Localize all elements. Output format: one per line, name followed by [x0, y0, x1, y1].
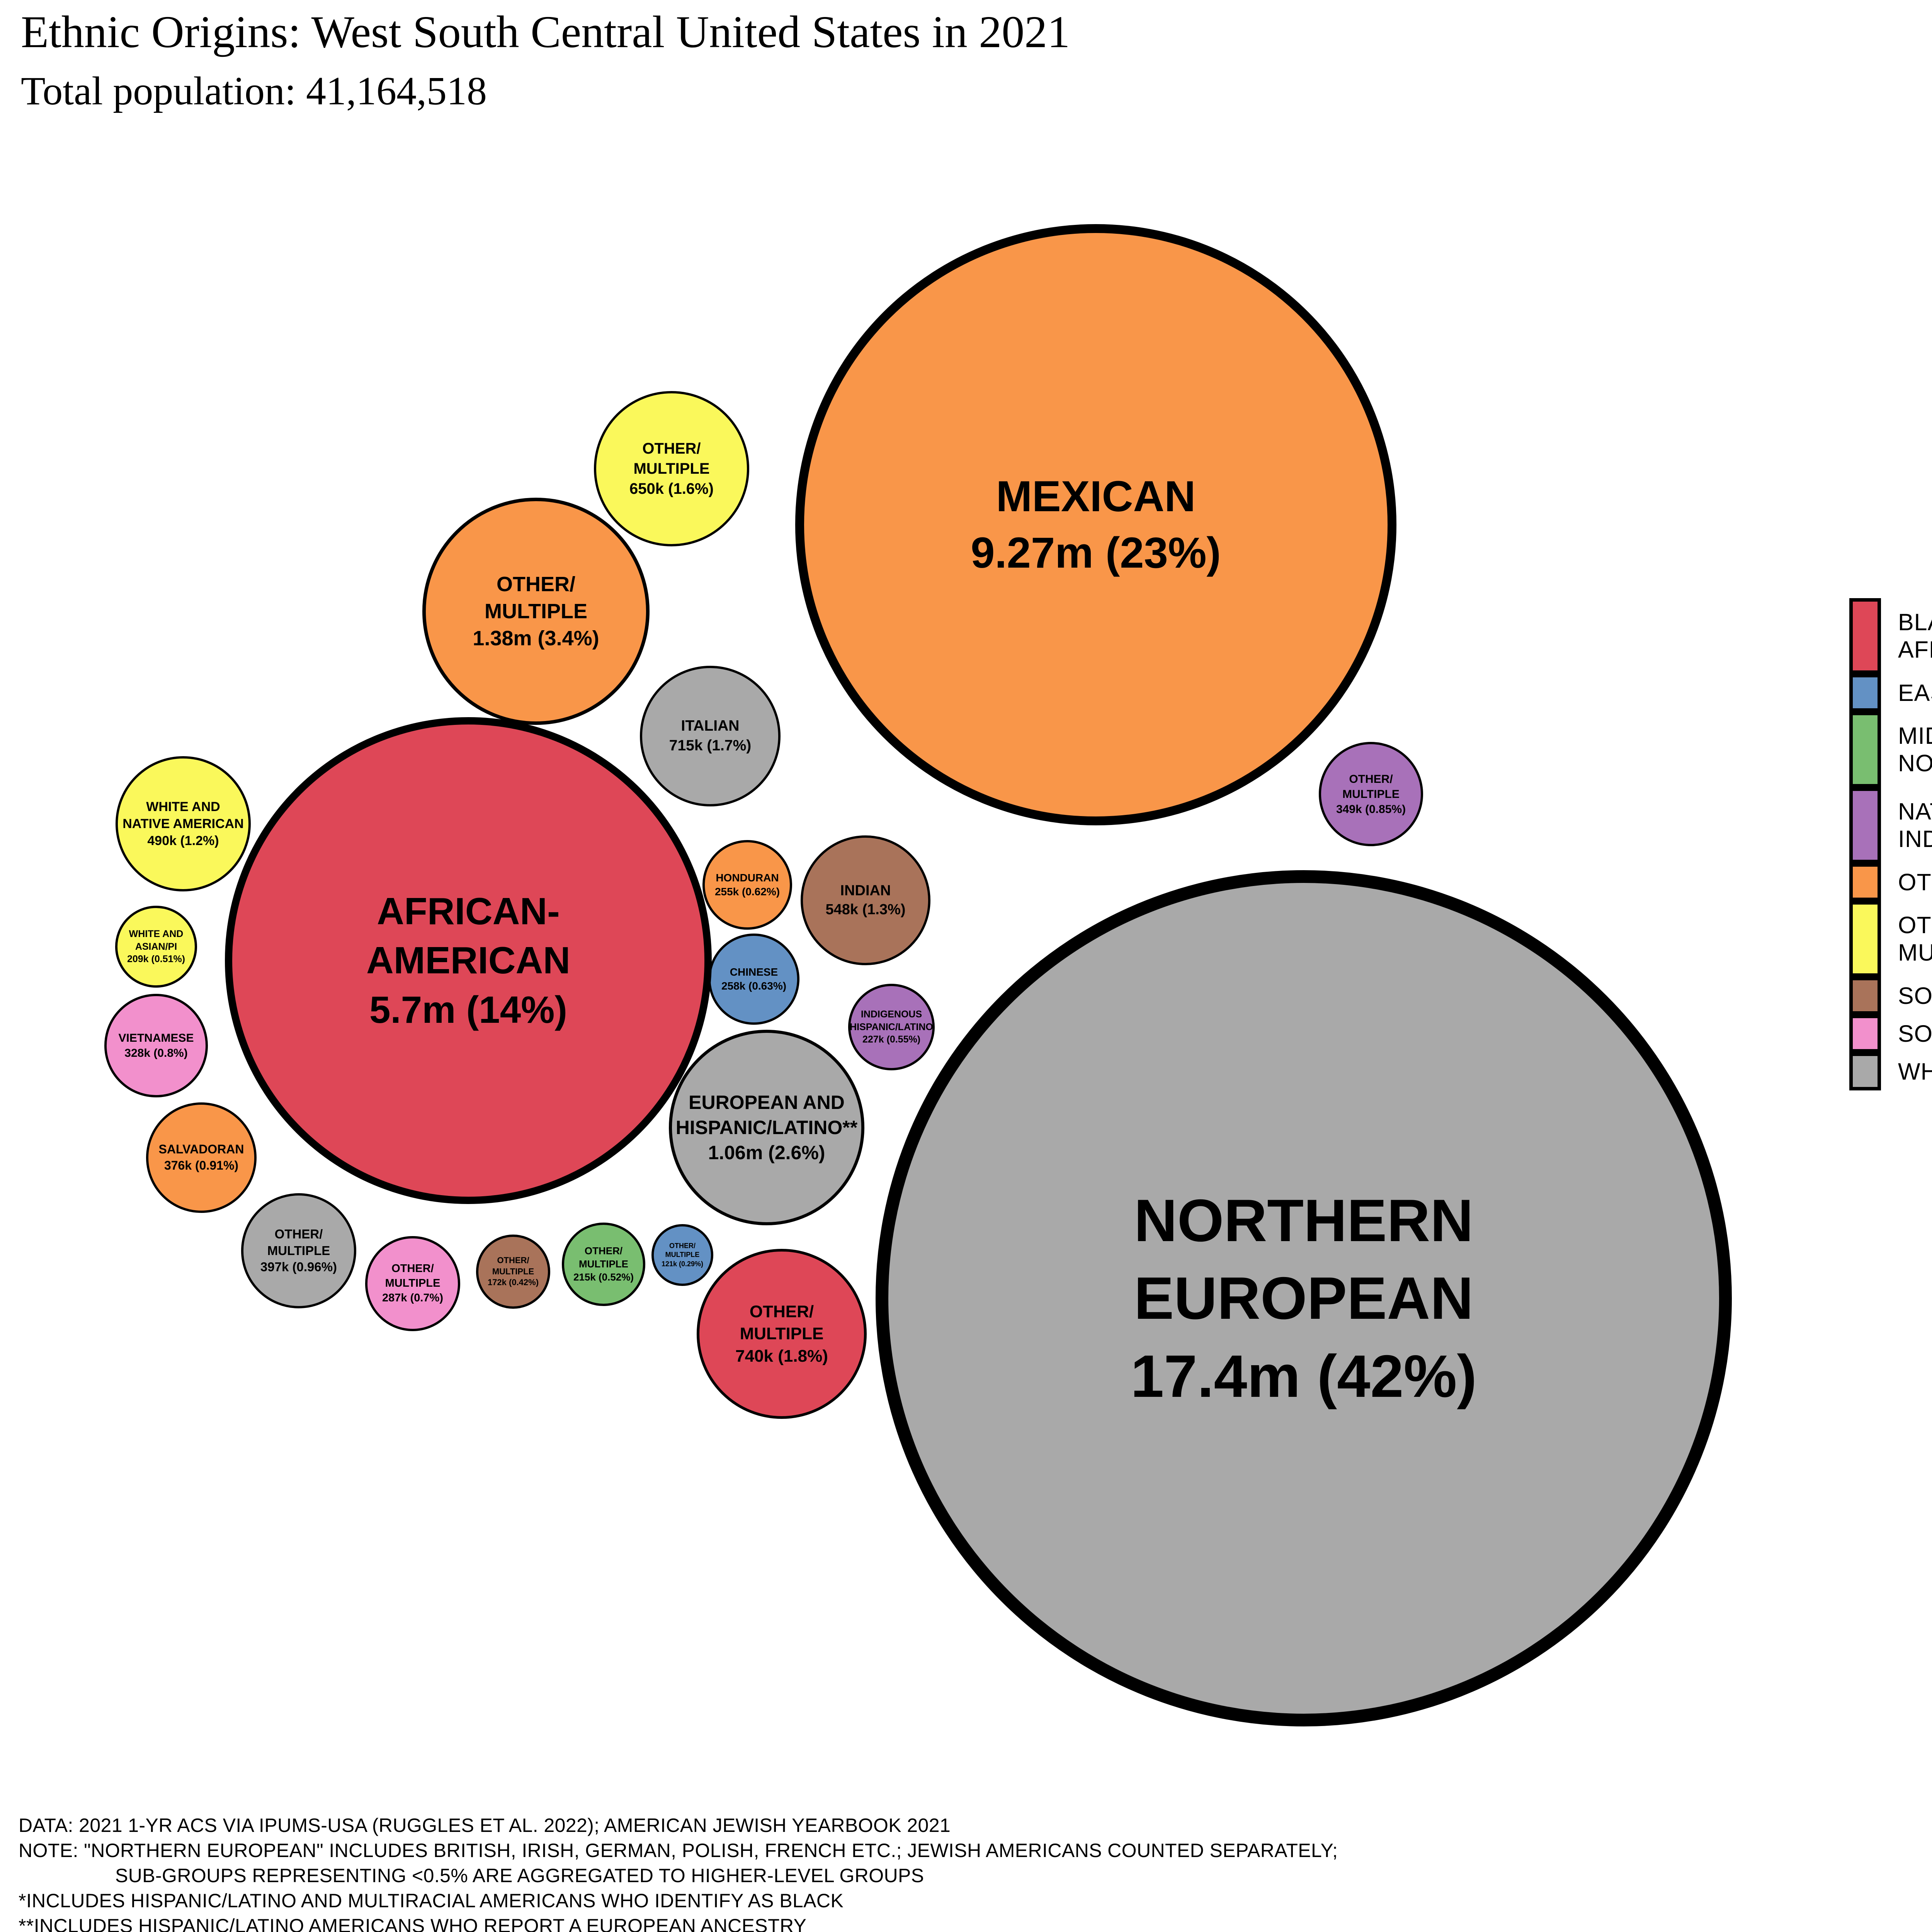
bubble-vietnamese[interactable]: VIETNAMESE 328k (0.8%) [104, 994, 208, 1097]
bubble-other-multiple[interactable]: OTHER/ MULTIPLE 349k (0.85%) [1319, 742, 1423, 846]
legend-row[interactable]: WHITE/EUROPEAN** [1849, 1053, 1932, 1090]
legend-label: SOUTHEAST ASIAN/PI [1898, 1020, 1932, 1047]
bubble-label: CHINESE 258k (0.63%) [721, 966, 787, 992]
legend-label: BLACK/ AFRO-DESCENDANT* [1898, 609, 1932, 663]
bubble-other-multiple[interactable]: OTHER/ MULTIPLE 1.38m (3.4%) [422, 498, 650, 725]
bubble-other-multiple[interactable]: OTHER/ MULTIPLE 215k (0.52%) [562, 1223, 645, 1306]
legend-label: OTHER HISPANIC/LATINO [1898, 869, 1932, 895]
legend-row[interactable]: SOUTH ASIAN [1849, 977, 1932, 1015]
footnote-line: DATA: 2021 1-YR ACS VIA IPUMS-USA (RUGGL… [19, 1815, 951, 1836]
bubble-other-multiple[interactable]: OTHER/ MULTIPLE 287k (0.7%) [365, 1236, 460, 1331]
footnote-line: **INCLUDES HISPANIC/LATINO AMERICANS WHO… [19, 1915, 807, 1932]
bubble-label: WHITE AND NATIVE AMERICAN 490k (1.2%) [122, 799, 244, 849]
bubble-honduran[interactable]: HONDURAN 255k (0.62%) [702, 840, 792, 930]
legend-color-swatch [1849, 863, 1881, 901]
bubble-chinese[interactable]: CHINESE 258k (0.63%) [708, 934, 799, 1025]
footnotes: DATA: 2021 1-YR ACS VIA IPUMS-USA (RUGGL… [19, 1813, 1719, 1932]
bubble-label: OTHER/ MULTIPLE 172k (0.42%) [487, 1255, 539, 1287]
legend-label: MIDDLE EAST/ NORTH AFRICA [1898, 723, 1932, 776]
legend-color-swatch [1849, 787, 1881, 863]
legend-color-swatch [1849, 674, 1881, 712]
legend-label: SOUTH ASIAN [1898, 982, 1932, 1009]
bubble-mexican[interactable]: MEXICAN 9.27m (23%) [795, 224, 1396, 825]
legend-label: NATIVE AMERICAN/ INDIGENOUS [1898, 798, 1932, 852]
legend-color-swatch [1849, 977, 1881, 1015]
bubble-label: OTHER/ MULTIPLE 349k (0.85%) [1336, 772, 1406, 816]
bubble-label: OTHER/ MULTIPLE 397k (0.96%) [260, 1226, 337, 1274]
bubble-other-multiple[interactable]: OTHER/ MULTIPLE 121k (0.29%) [651, 1224, 713, 1286]
bubble-indigenous-hispanic-latino[interactable]: INDIGENOUS HISPANIC/LATINO 227k (0.55%) [848, 984, 935, 1070]
legend: BLACK/ AFRO-DESCENDANT* EAST ASIAN MIDDLE … [1849, 598, 1932, 1090]
legend-row[interactable]: OTHER HISPANIC/LATINO [1849, 863, 1932, 901]
legend-color-swatch [1849, 1015, 1881, 1053]
legend-row[interactable]: MIDDLE EAST/ NORTH AFRICA [1849, 712, 1932, 787]
footnote-line: NOTE: "NORTHERN EUROPEAN" INCLUDES BRITI… [19, 1840, 1338, 1861]
bubble-label: INDIAN 548k (1.3%) [825, 882, 906, 918]
bubble-other-multiple[interactable]: OTHER/ MULTIPLE 650k (1.6%) [594, 391, 749, 546]
bubble-salvadoran[interactable]: SALVADORAN 376k (0.91%) [146, 1102, 257, 1213]
legend-row[interactable]: OTHER/ MULTIPLE [1849, 901, 1932, 977]
bubble-label: SALVADORAN 376k (0.91%) [158, 1142, 244, 1172]
bubble-label: OTHER/ MULTIPLE 287k (0.7%) [382, 1262, 443, 1304]
title-block: Ethnic Origins: West South Central Unite… [21, 9, 1070, 111]
bubble-northern-european[interactable]: NORTHERN EUROPEAN 17.4m (42%) [876, 870, 1732, 1726]
legend-row[interactable]: SOUTHEAST ASIAN/PI [1849, 1015, 1932, 1053]
bubble-white-and-asian-pi[interactable]: WHITE AND ASIAN/PI 209k (0.51%) [115, 906, 197, 988]
footnote-line: SUB-GROUPS REPRESENTING <0.5% ARE AGGREG… [115, 1865, 924, 1886]
bubble-label: ITALIAN 715k (1.7%) [669, 718, 752, 754]
bubble-plot-area: NORTHERN EUROPEAN 17.4m (42%) MEXICAN 9.2… [104, 224, 1732, 1726]
bubble-label: OTHER/ MULTIPLE 650k (1.6%) [629, 440, 714, 497]
legend-color-swatch [1849, 1053, 1881, 1090]
legend-color-swatch [1849, 712, 1881, 787]
bubble-label: EUROPEAN AND HISPANIC/LATINO** 1.06m (2.… [675, 1091, 858, 1163]
legend-color-swatch [1849, 598, 1881, 674]
bubble-label: OTHER/ MULTIPLE 740k (1.8%) [735, 1302, 828, 1366]
bubble-label: OTHER/ MULTIPLE 215k (0.52%) [573, 1245, 634, 1283]
bubble-label: VIETNAMESE 328k (0.8%) [118, 1032, 194, 1060]
legend-color-swatch [1849, 901, 1881, 977]
bubble-white-and-native-american[interactable]: WHITE AND NATIVE AMERICAN 490k (1.2%) [116, 756, 251, 891]
page-subtitle: Total population: 41,164,518 [21, 69, 487, 113]
bubble-label: HONDURAN 255k (0.62%) [714, 871, 780, 898]
bubble-other-multiple[interactable]: OTHER/ MULTIPLE 397k (0.96%) [241, 1193, 356, 1308]
legend-row[interactable]: BLACK/ AFRO-DESCENDANT* [1849, 598, 1932, 674]
legend-label: EAST ASIAN [1898, 679, 1932, 706]
bubble-label: OTHER/ MULTIPLE 1.38m (3.4%) [473, 572, 599, 650]
bubble-label: WHITE AND ASIAN/PI 209k (0.51%) [127, 929, 185, 965]
bubble-label: OTHER/ MULTIPLE 121k (0.29%) [661, 1242, 704, 1268]
legend-label: OTHER/ MULTIPLE [1898, 912, 1932, 966]
bubble-label: AFRICAN- AMERICAN 5.7m (14%) [366, 889, 571, 1031]
bubble-african-american[interactable]: AFRICAN- AMERICAN 5.7m (14%) [225, 717, 712, 1204]
bubble-other-multiple[interactable]: OTHER/ MULTIPLE 172k (0.42%) [476, 1235, 550, 1309]
bubble-indian[interactable]: INDIAN 548k (1.3%) [801, 835, 930, 965]
legend-label: WHITE/EUROPEAN** [1898, 1058, 1932, 1085]
legend-row[interactable]: NATIVE AMERICAN/ INDIGENOUS [1849, 787, 1932, 863]
footnote-line: *INCLUDES HISPANIC/LATINO AND MULTIRACIA… [19, 1890, 844, 1912]
bubble-italian[interactable]: ITALIAN 715k (1.7%) [640, 666, 781, 806]
legend-row[interactable]: EAST ASIAN [1849, 674, 1932, 712]
bubble-european-and-hispanic-latino[interactable]: EUROPEAN AND HISPANIC/LATINO** 1.06m (2.… [669, 1030, 864, 1225]
page-title: Ethnic Origins: West South Central Unite… [21, 7, 1070, 57]
bubble-label: NORTHERN EUROPEAN 17.4m (42%) [1130, 1187, 1477, 1410]
bubble-other-multiple[interactable]: OTHER/ MULTIPLE 740k (1.8%) [697, 1249, 867, 1419]
bubble-label: MEXICAN 9.27m (23%) [971, 472, 1221, 577]
bubble-label: INDIGENOUS HISPANIC/LATINO 227k (0.55%) [850, 1009, 933, 1045]
